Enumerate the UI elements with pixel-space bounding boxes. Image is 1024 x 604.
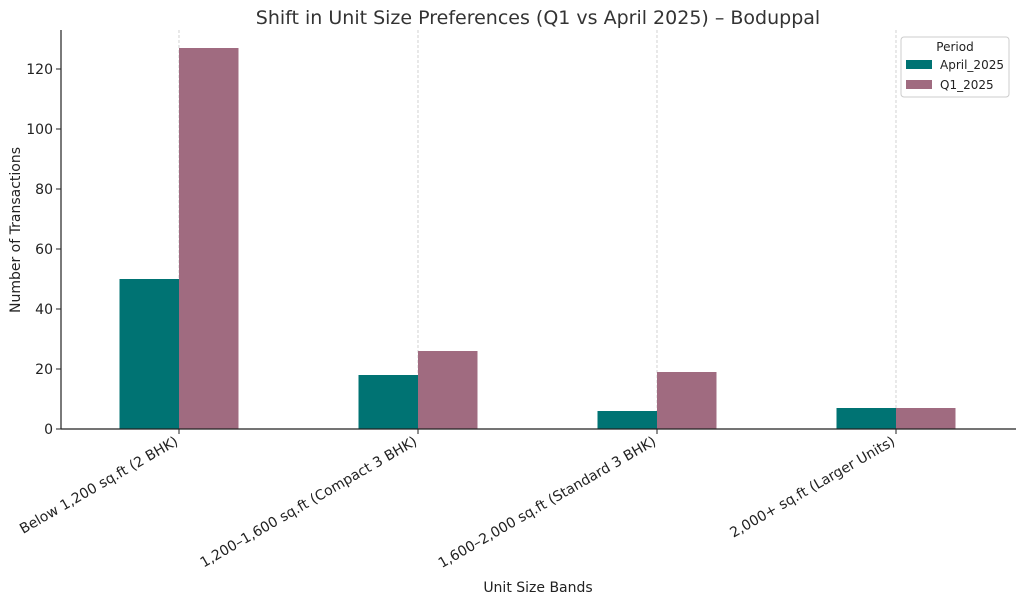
legend: Period April_2025 Q1_2025 (900, 36, 1010, 98)
bar-q1-2025-4 (896, 408, 956, 429)
bar-april-2025-4 (836, 408, 896, 429)
x-tick-label: 2,000+ sq.ft (Larger Units) (727, 434, 898, 542)
bar-april-2025-3 (597, 411, 657, 429)
y-tick-label: 80 (35, 182, 53, 198)
bar-q1-2025-1 (179, 48, 239, 429)
legend-swatch-april-2025 (906, 60, 932, 69)
x-tick-label: 1,200–1,600 sq.ft (Compact 3 BHK) (198, 434, 420, 572)
x-ticks: Below 1,200 sq.ft (2 BHK) 1,200–1,600 sq.… (17, 429, 898, 572)
bar-q1-2025-2 (418, 351, 478, 429)
x-axis-label: Unit Size Bands (483, 580, 592, 596)
y-tick-label: 120 (26, 62, 53, 78)
y-tick-label: 100 (26, 122, 53, 138)
bar-april-2025-2 (358, 375, 418, 429)
y-tick-label: 60 (35, 242, 53, 258)
bars (119, 48, 956, 429)
grid-lines (178, 30, 897, 429)
y-ticks: 0 20 40 60 80 100 120 (26, 62, 61, 438)
bar-q1-2025-3 (657, 372, 717, 429)
x-tick-label: Below 1,200 sq.ft (2 BHK) (17, 434, 181, 538)
legend-swatch-q1-2025 (906, 80, 932, 89)
x-tick-label: 1,600–2,000 sq.ft (Standard 3 BHK) (436, 434, 659, 572)
legend-label-q1-2025: Q1_2025 (940, 78, 994, 92)
legend-title: Period (936, 40, 973, 54)
y-tick-label: 40 (35, 302, 53, 318)
legend-label-april-2025: April_2025 (940, 58, 1004, 72)
y-tick-label: 0 (44, 422, 53, 438)
y-tick-label: 20 (35, 362, 53, 378)
chart-title: Shift in Unit Size Preferences (Q1 vs Ap… (256, 7, 820, 29)
bar-april-2025-1 (119, 279, 179, 429)
y-axis-label: Number of Transactions (8, 147, 24, 313)
